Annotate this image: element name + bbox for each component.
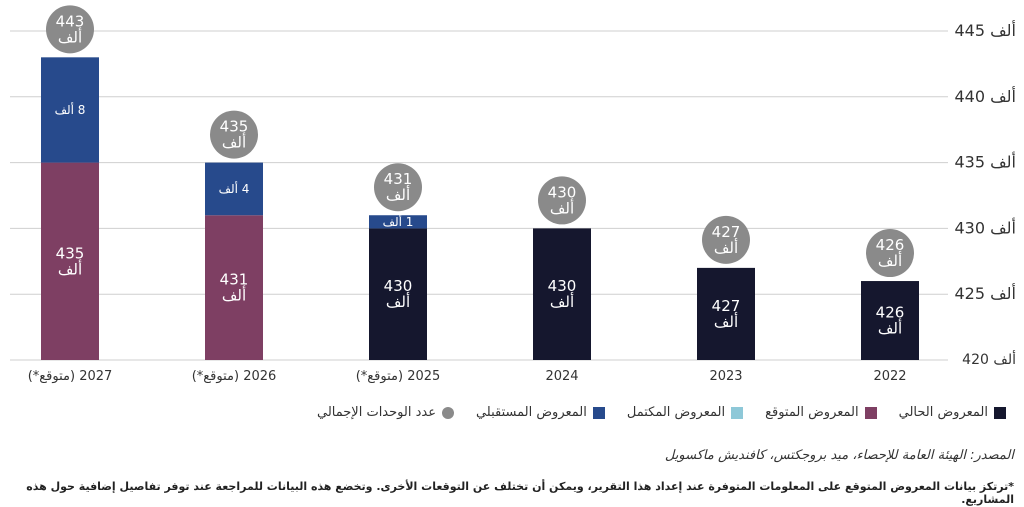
legend-swatch-total — [441, 406, 454, 419]
legend-item-current: المعروض الحالي — [899, 405, 1006, 420]
bar-expected — [41, 162, 99, 360]
bar-value-label: 426 ألف — [876, 303, 905, 337]
legend-label-current: المعروض الحالي — [898, 405, 988, 420]
legend-label-future: المعروض المستقبلي — [475, 405, 587, 420]
total-bubble — [210, 110, 258, 159]
bar-future — [41, 57, 99, 163]
legend-swatch-expected — [864, 406, 877, 419]
footnote: *ترتكز بيانات المعروض المتوقع على المعلو… — [26, 480, 1014, 506]
x-tick-label: 2027 (متوقع*) — [28, 369, 113, 384]
x-tick-label: 2022 — [873, 369, 906, 384]
bar-value-label: 431 ألف — [220, 270, 249, 304]
y-tick-label: 445 ألف — [954, 20, 1016, 40]
total-bubble — [702, 215, 750, 264]
total-bubble — [46, 5, 94, 54]
bar-future — [205, 162, 263, 216]
legend-item-completed: المعروض المكتمل — [626, 405, 744, 420]
y-tick-label: 435 ألف — [954, 151, 1016, 171]
bar-value-label: 430 ألف — [384, 277, 413, 311]
total-bubble — [538, 176, 586, 225]
legend-label-expected: المعروض المتوقع — [765, 405, 859, 420]
y-tick-label: 440 ألف — [954, 85, 1016, 105]
total-bubble — [374, 163, 422, 212]
legend-item-future: المعروض المستقبلي — [476, 405, 605, 420]
x-tick-label: 2024 — [545, 369, 578, 384]
total-bubble — [866, 229, 914, 278]
legend-swatch-current — [994, 406, 1006, 419]
source-note: المصدر: الهيئة العامة للإحصاء، ميد بروجك… — [664, 448, 1014, 463]
legend-label-total: عدد الوحدات الإجمالي — [316, 405, 436, 420]
total-label: 435 ألف — [220, 117, 249, 151]
bar-value-label: 430 ألف — [548, 277, 577, 311]
bar-value-label: 8 ألف — [55, 101, 86, 116]
bar-future — [369, 215, 427, 229]
x-tick-label: 2025 (متوقع*) — [356, 369, 441, 384]
total-label: 443 ألف — [56, 12, 85, 46]
y-tick-label: 430 ألف — [954, 217, 1016, 237]
bar-value-label: 435 ألف — [56, 244, 85, 278]
bar-value-label: 4 ألف — [219, 180, 250, 195]
legend-item-total: عدد الوحدات الإجمالي — [317, 405, 454, 420]
x-tick-label: 2023 — [709, 369, 742, 384]
bar-expected — [205, 215, 263, 360]
total-label: 426 ألف — [876, 236, 905, 270]
legend-swatch-future — [592, 406, 605, 419]
total-label: 427 ألف — [712, 222, 741, 256]
bar-value-label: 1 ألف — [383, 213, 414, 228]
bar-current — [533, 228, 591, 360]
legend: المعروض الحالي المعروض المتوقع المعروض ا… — [317, 405, 1006, 420]
total-label: 431 ألف — [384, 170, 413, 204]
bar-current — [697, 267, 755, 360]
stacked-bar-chart: 420 ألف 425 ألف 430 ألف 435 ألف 440 ألف 445 أ… — [10, 5, 1016, 384]
legend-label-completed: المعروض المكتمل — [626, 405, 726, 420]
bar-value-label: 427 ألف — [712, 296, 741, 330]
legend-item-expected: المعروض المتوقع — [765, 405, 877, 420]
y-tick-label: 420 ألف — [962, 350, 1016, 368]
y-tick-label: 425 ألف — [954, 283, 1016, 303]
x-tick-label: 2026 (متوقع*) — [192, 369, 277, 384]
bar-current — [861, 281, 919, 360]
bar-current — [369, 228, 427, 360]
legend-swatch-completed — [731, 406, 744, 419]
total-label: 430 ألف — [548, 183, 577, 217]
